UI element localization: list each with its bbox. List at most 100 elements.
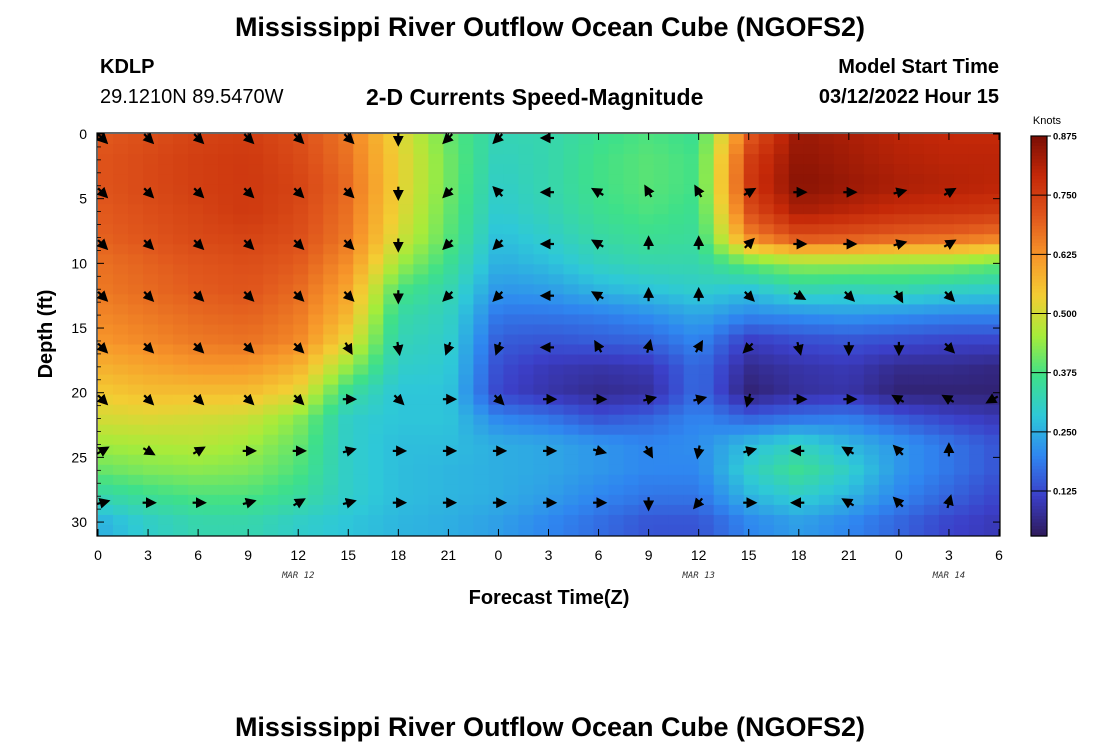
heatmap-cell	[398, 394, 414, 406]
heatmap-cell	[473, 284, 490, 296]
heatmap-cell	[458, 134, 475, 145]
heatmap-cell	[668, 334, 685, 346]
heatmap-cell	[383, 424, 399, 436]
heatmap-cell	[803, 354, 820, 366]
heatmap-cell	[923, 384, 940, 396]
current-vector	[694, 184, 705, 198]
heatmap-cell	[923, 134, 940, 145]
heatmap-cell	[878, 144, 895, 155]
heatmap-cell	[788, 524, 805, 536]
heatmap-cell	[443, 234, 459, 245]
heatmap-cell	[743, 524, 760, 536]
heatmap-cell	[323, 514, 339, 526]
heatmap-cell	[563, 204, 580, 215]
heatmap-cell	[668, 364, 685, 376]
x-tick-label: 3	[945, 547, 953, 563]
heatmap-cell	[908, 414, 925, 426]
heatmap-cell	[728, 524, 745, 536]
colorbar-band	[1031, 382, 1047, 387]
heatmap-cell	[923, 254, 940, 265]
heatmap-cell	[833, 274, 850, 285]
current-vectors	[96, 132, 999, 512]
heatmap-cell	[413, 154, 429, 165]
heatmap-cell	[878, 244, 895, 255]
heatmap-cell	[413, 174, 429, 185]
heatmap-cell	[818, 244, 835, 255]
heatmap-cell	[833, 204, 850, 215]
heatmap-cell	[143, 504, 159, 516]
heatmap-cell	[863, 204, 880, 215]
current-vector	[590, 239, 604, 250]
heatmap-cell	[203, 484, 219, 496]
heatmap-cell	[773, 274, 790, 285]
heatmap-cell	[758, 144, 775, 155]
heatmap-cell	[848, 404, 865, 416]
heatmap-cell	[488, 214, 505, 225]
heatmap-cell	[128, 494, 144, 506]
heatmap-cell	[203, 294, 219, 306]
heatmap-cell	[833, 454, 850, 466]
colorbar-band	[1031, 376, 1047, 380]
heatmap-cell	[608, 254, 625, 265]
heatmap-cell	[203, 364, 219, 376]
heatmap-cell	[473, 394, 490, 406]
heatmap-cell	[473, 454, 490, 466]
heatmap-cell	[773, 294, 790, 306]
heatmap-cell	[263, 184, 279, 195]
heatmap-cell	[458, 154, 475, 165]
heatmap-cell	[608, 434, 625, 446]
current-vector	[242, 341, 255, 354]
heatmap-cell	[158, 204, 174, 215]
heatmap-cell	[818, 374, 835, 386]
heatmap-cell	[158, 344, 174, 356]
heatmap-cell	[683, 264, 700, 275]
heatmap-cell	[428, 464, 444, 476]
heatmap-cell	[413, 524, 429, 536]
colorbar-band	[1031, 219, 1047, 224]
heatmap-cell	[353, 304, 369, 316]
heatmap-cell	[308, 444, 324, 456]
heatmap-cell	[218, 324, 234, 336]
heatmap-cell	[533, 144, 550, 155]
heatmap-cell	[863, 194, 880, 205]
heatmap-cell	[563, 344, 580, 356]
heatmap-cell	[113, 304, 129, 316]
heatmap-cell	[698, 414, 715, 426]
heatmap-cell	[353, 484, 369, 496]
heatmap-cell	[668, 294, 685, 306]
heatmap-cell	[623, 304, 640, 316]
heatmap-cell	[623, 224, 640, 235]
heatmap-cell	[608, 244, 625, 255]
heatmap-cell	[728, 164, 745, 175]
heatmap-cell	[518, 264, 535, 275]
heatmap-cell	[743, 464, 760, 476]
heatmap-cell	[203, 344, 219, 356]
heatmap-cell	[938, 214, 955, 225]
heatmap-cell	[878, 344, 895, 356]
heatmap-cell	[458, 524, 475, 536]
x-axis-title: Forecast Time(Z)	[469, 587, 630, 609]
heatmap-cell	[833, 514, 850, 526]
heatmap-cell	[623, 154, 640, 165]
heatmap-cell	[218, 414, 234, 426]
heatmap-cell	[398, 294, 414, 306]
heatmap-cell	[938, 504, 955, 516]
colorbar-band	[1031, 416, 1047, 420]
heatmap-cell	[368, 174, 384, 185]
heatmap-cell	[968, 204, 985, 215]
heatmap-cell	[548, 224, 565, 235]
heatmap-cell	[218, 354, 234, 366]
heatmap-cell	[818, 154, 835, 165]
heatmap-cell	[278, 354, 294, 366]
heatmap-cell	[683, 274, 700, 285]
current-vector	[743, 393, 755, 408]
heatmap-cell	[353, 454, 369, 466]
heatmap-cell	[143, 364, 159, 376]
heatmap-cell	[698, 354, 715, 366]
heatmap-cell	[818, 194, 835, 205]
heatmap-cell	[653, 424, 670, 436]
heatmap-cell	[218, 244, 234, 255]
heatmap-cell	[293, 364, 309, 376]
heatmap-cell	[668, 274, 685, 285]
heatmap-cell	[203, 474, 219, 486]
